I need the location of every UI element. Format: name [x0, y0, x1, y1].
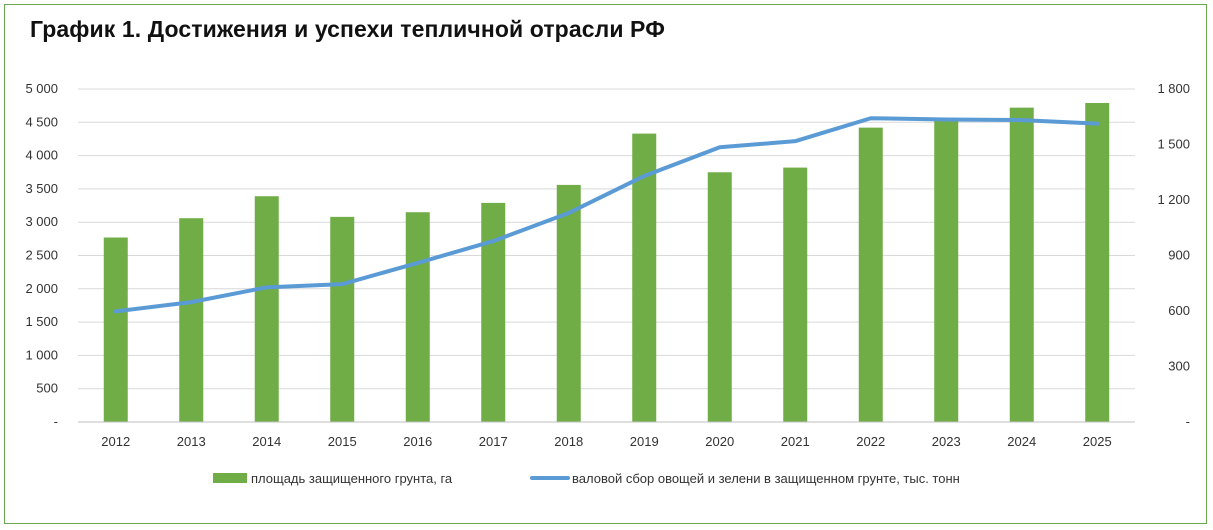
x-tick-label: 2016 — [403, 434, 432, 449]
y-left-tick-label: 1 500 — [25, 314, 58, 329]
x-tick-label: 2024 — [1007, 434, 1036, 449]
bar — [103, 237, 128, 422]
x-tick-label: 2014 — [252, 434, 281, 449]
y-left-tick-label: 500 — [36, 381, 58, 396]
bar — [1009, 107, 1034, 422]
y-left-tick-label: 3 500 — [25, 181, 58, 196]
x-tick-label: 2020 — [705, 434, 734, 449]
y-right-tick-label: 1 500 — [1157, 137, 1190, 152]
bar — [858, 127, 883, 423]
bar — [481, 202, 506, 422]
legend: площадь защищенного грунта, га валовой с… — [213, 471, 960, 486]
y-right-tick-label: - — [1186, 414, 1190, 429]
y-left-tick-label: 2 500 — [25, 248, 58, 263]
bar — [405, 212, 430, 422]
x-tick-label: 2022 — [856, 434, 885, 449]
y-right-tick-label: 900 — [1168, 248, 1190, 263]
gridlines — [78, 88, 1135, 423]
bar — [934, 119, 959, 423]
bar — [254, 196, 279, 422]
y-left-tick-label: 4 500 — [25, 114, 58, 129]
x-tick-label: 2019 — [630, 434, 659, 449]
y-right-tick-label: 1 200 — [1157, 192, 1190, 207]
chart-frame — [4, 4, 1207, 524]
bar — [330, 216, 355, 422]
x-tick-label: 2012 — [101, 434, 130, 449]
bar-series — [103, 102, 1110, 423]
y-left-tick-label: 5 000 — [25, 81, 58, 96]
bar — [707, 172, 732, 422]
y-left-tick-label: 3 000 — [25, 214, 58, 229]
x-tick-label: 2025 — [1083, 434, 1112, 449]
y-left-tick-label: - — [54, 414, 58, 429]
y-right-tick-label: 1 800 — [1157, 81, 1190, 96]
x-tick-label: 2021 — [781, 434, 810, 449]
legend-line-label: валовой сбор овощей и зелени в защищенно… — [572, 471, 960, 486]
y-left-tick-label: 1 000 — [25, 347, 58, 362]
x-tick-label: 2013 — [177, 434, 206, 449]
bar — [179, 218, 204, 422]
y-right-tick-label: 600 — [1168, 303, 1190, 318]
bar — [783, 167, 808, 422]
bar — [1085, 102, 1110, 423]
x-tick-label: 2015 — [328, 434, 357, 449]
line-series — [113, 116, 1100, 314]
x-tick-label: 2018 — [554, 434, 583, 449]
legend-bar-label: площадь защищенного грунта, га — [251, 471, 453, 486]
chart-title: График 1. Достижения и успехи тепличной … — [30, 16, 665, 42]
y-right-tick-label: 300 — [1168, 359, 1190, 374]
x-tick-label: 2023 — [932, 434, 961, 449]
bar — [556, 184, 581, 422]
x-tick-label: 2017 — [479, 434, 508, 449]
series-line — [113, 116, 1100, 314]
legend-bar-swatch — [213, 473, 247, 483]
y-left-tick-label: 4 000 — [25, 148, 58, 163]
y-left-tick-label: 2 000 — [25, 281, 58, 296]
axes: - 500 1 000 1 500 2 000 2 500 3 000 3 500 4 000 4… — [25, 81, 1190, 449]
